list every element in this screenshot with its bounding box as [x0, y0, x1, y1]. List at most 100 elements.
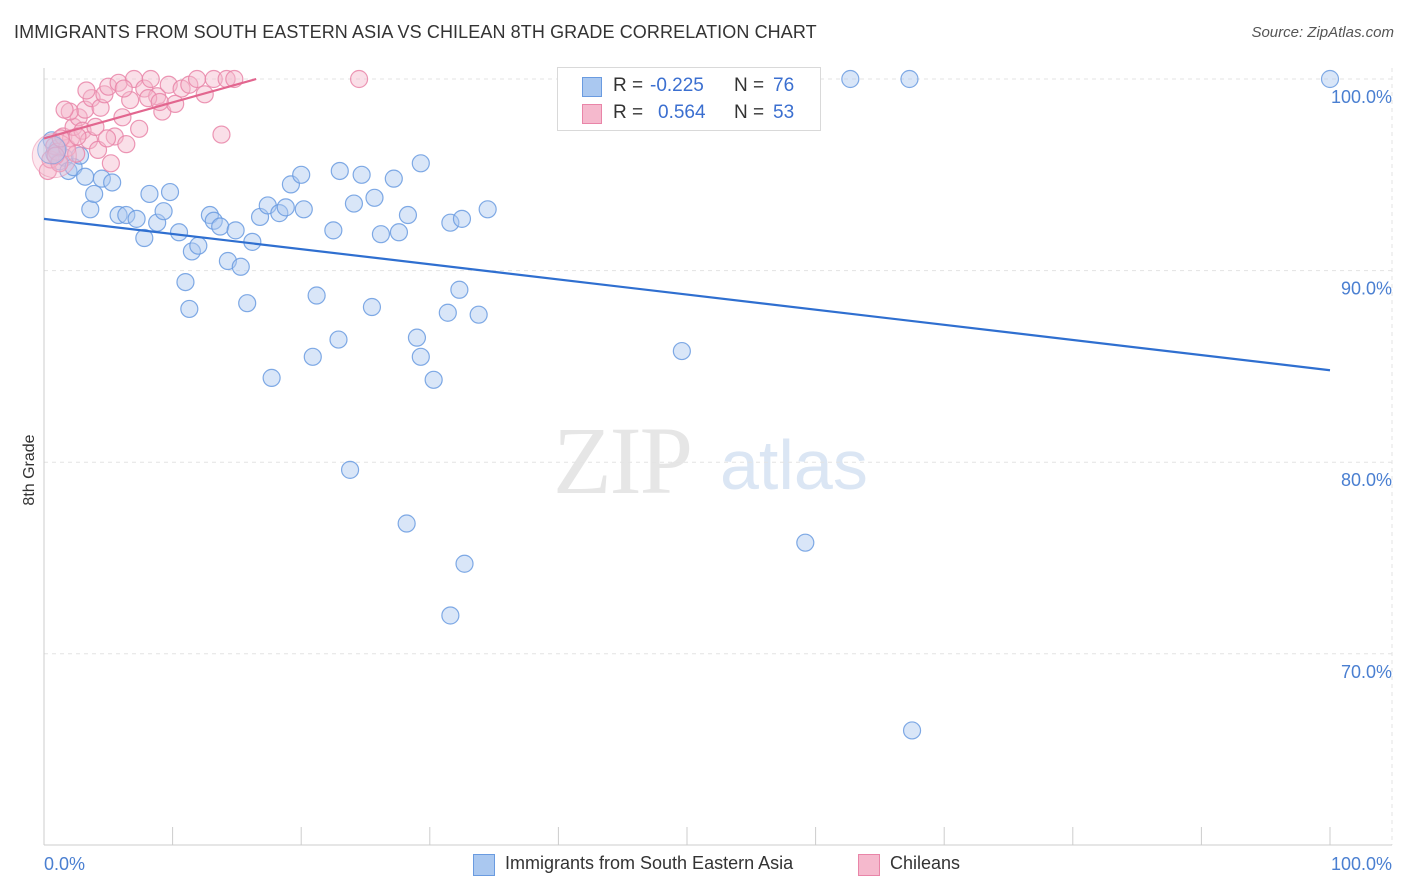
point-chilean	[212, 125, 231, 144]
point-chilean	[204, 69, 223, 89]
point-chilean	[99, 77, 118, 96]
x-tick-label: 0.0%	[44, 854, 85, 874]
point-sea	[37, 135, 67, 165]
point-sea	[389, 223, 409, 242]
point-chilean	[117, 135, 136, 154]
legend-n-label: N =	[734, 75, 765, 96]
point-sea	[76, 167, 95, 186]
point-chilean	[130, 119, 149, 138]
point-sea	[841, 69, 860, 89]
data-points	[31, 69, 1340, 740]
trend-line-sea	[43, 217, 1331, 372]
point-chilean	[76, 100, 95, 119]
trend-lines	[43, 77, 1331, 372]
x-tick-label: 100.0%	[1331, 854, 1392, 874]
point-sea	[85, 184, 104, 204]
legend-swatch-sea	[473, 854, 495, 876]
point-sea	[424, 370, 443, 389]
y-tick-label: 100.0%	[1331, 87, 1392, 107]
point-chilean	[31, 133, 77, 179]
point-sea	[330, 161, 349, 181]
point-chilean	[187, 69, 207, 89]
point-sea	[455, 554, 474, 573]
point-sea	[135, 228, 154, 248]
point-sea	[344, 194, 364, 213]
watermark-zip: ZIP	[553, 407, 693, 514]
point-sea	[438, 303, 457, 322]
chart-title: IMMIGRANTS FROM SOUTH EASTERN ASIA VS CH…	[14, 22, 817, 42]
series-legend: Immigrants from South Eastern Asia Chile…	[0, 852, 1406, 878]
point-sea	[469, 305, 488, 324]
point-sea	[1320, 69, 1340, 89]
point-chilean	[101, 154, 120, 173]
point-sea	[189, 236, 208, 255]
point-chilean	[141, 69, 160, 89]
point-sea	[294, 200, 313, 219]
point-sea	[238, 294, 257, 313]
source-label: Source: ZipAtlas.com	[1251, 24, 1394, 41]
point-sea	[160, 182, 180, 202]
point-sea	[452, 209, 472, 228]
point-sea	[303, 347, 322, 366]
point-sea	[324, 221, 343, 240]
point-sea	[397, 514, 416, 533]
legend-r-value: -0.225	[650, 75, 704, 96]
legend-r-label: R =	[613, 75, 644, 96]
point-sea	[411, 347, 430, 366]
y-tick-label: 90.0%	[1341, 279, 1392, 299]
y-tick-label: 70.0%	[1341, 662, 1392, 682]
legend-swatch-chileans	[582, 104, 602, 124]
point-sea	[117, 205, 136, 225]
point-sea	[276, 198, 295, 217]
point-sea	[362, 297, 382, 317]
point-sea	[902, 721, 922, 740]
point-chilean	[121, 90, 140, 110]
point-sea	[262, 368, 281, 387]
point-sea	[231, 257, 250, 276]
legend-r-label: R =	[613, 102, 644, 123]
point-sea	[154, 202, 173, 221]
point-sea	[127, 209, 146, 228]
point-chilean	[55, 100, 74, 119]
point-sea	[92, 169, 111, 188]
axes	[43, 68, 1392, 846]
point-sea	[103, 173, 122, 192]
point-sea	[329, 330, 348, 349]
point-chilean	[77, 81, 96, 100]
point-chilean	[97, 129, 117, 148]
point-sea	[352, 165, 371, 184]
stats-legend: R = -0.225 N = 76 R = 0.564 N = 53	[557, 67, 821, 131]
point-sea	[900, 69, 919, 89]
point-chilean	[349, 69, 369, 89]
point-sea	[226, 221, 245, 240]
point-sea	[180, 299, 199, 319]
watermark-atlas: atlas	[720, 426, 868, 504]
point-sea	[478, 200, 497, 219]
point-sea	[796, 533, 815, 552]
point-sea	[365, 188, 384, 207]
trend-line-chileans	[43, 77, 257, 140]
point-sea	[441, 213, 460, 232]
point-chilean	[114, 79, 133, 98]
point-sea	[140, 184, 159, 204]
point-sea	[81, 200, 100, 219]
legend-n-value: 76	[773, 75, 795, 96]
point-sea	[307, 286, 326, 305]
legend-swatch-chileans	[858, 854, 880, 876]
point-chilean	[139, 89, 158, 108]
point-sea	[384, 169, 403, 188]
legend-n-value: 53	[773, 102, 795, 123]
point-sea	[292, 165, 311, 184]
y-axis-title: 8th Grade	[21, 434, 38, 505]
y-tick-label: 80.0%	[1341, 470, 1392, 490]
legend-label-chileans: Chileans	[890, 853, 961, 873]
point-sea	[211, 217, 230, 236]
point-chilean	[91, 98, 110, 117]
point-sea	[398, 205, 418, 225]
legend-label-sea: Immigrants from South Eastern Asia	[505, 853, 794, 873]
point-sea	[340, 460, 360, 479]
point-sea	[169, 223, 189, 242]
point-sea	[441, 606, 460, 625]
point-sea	[407, 328, 427, 347]
